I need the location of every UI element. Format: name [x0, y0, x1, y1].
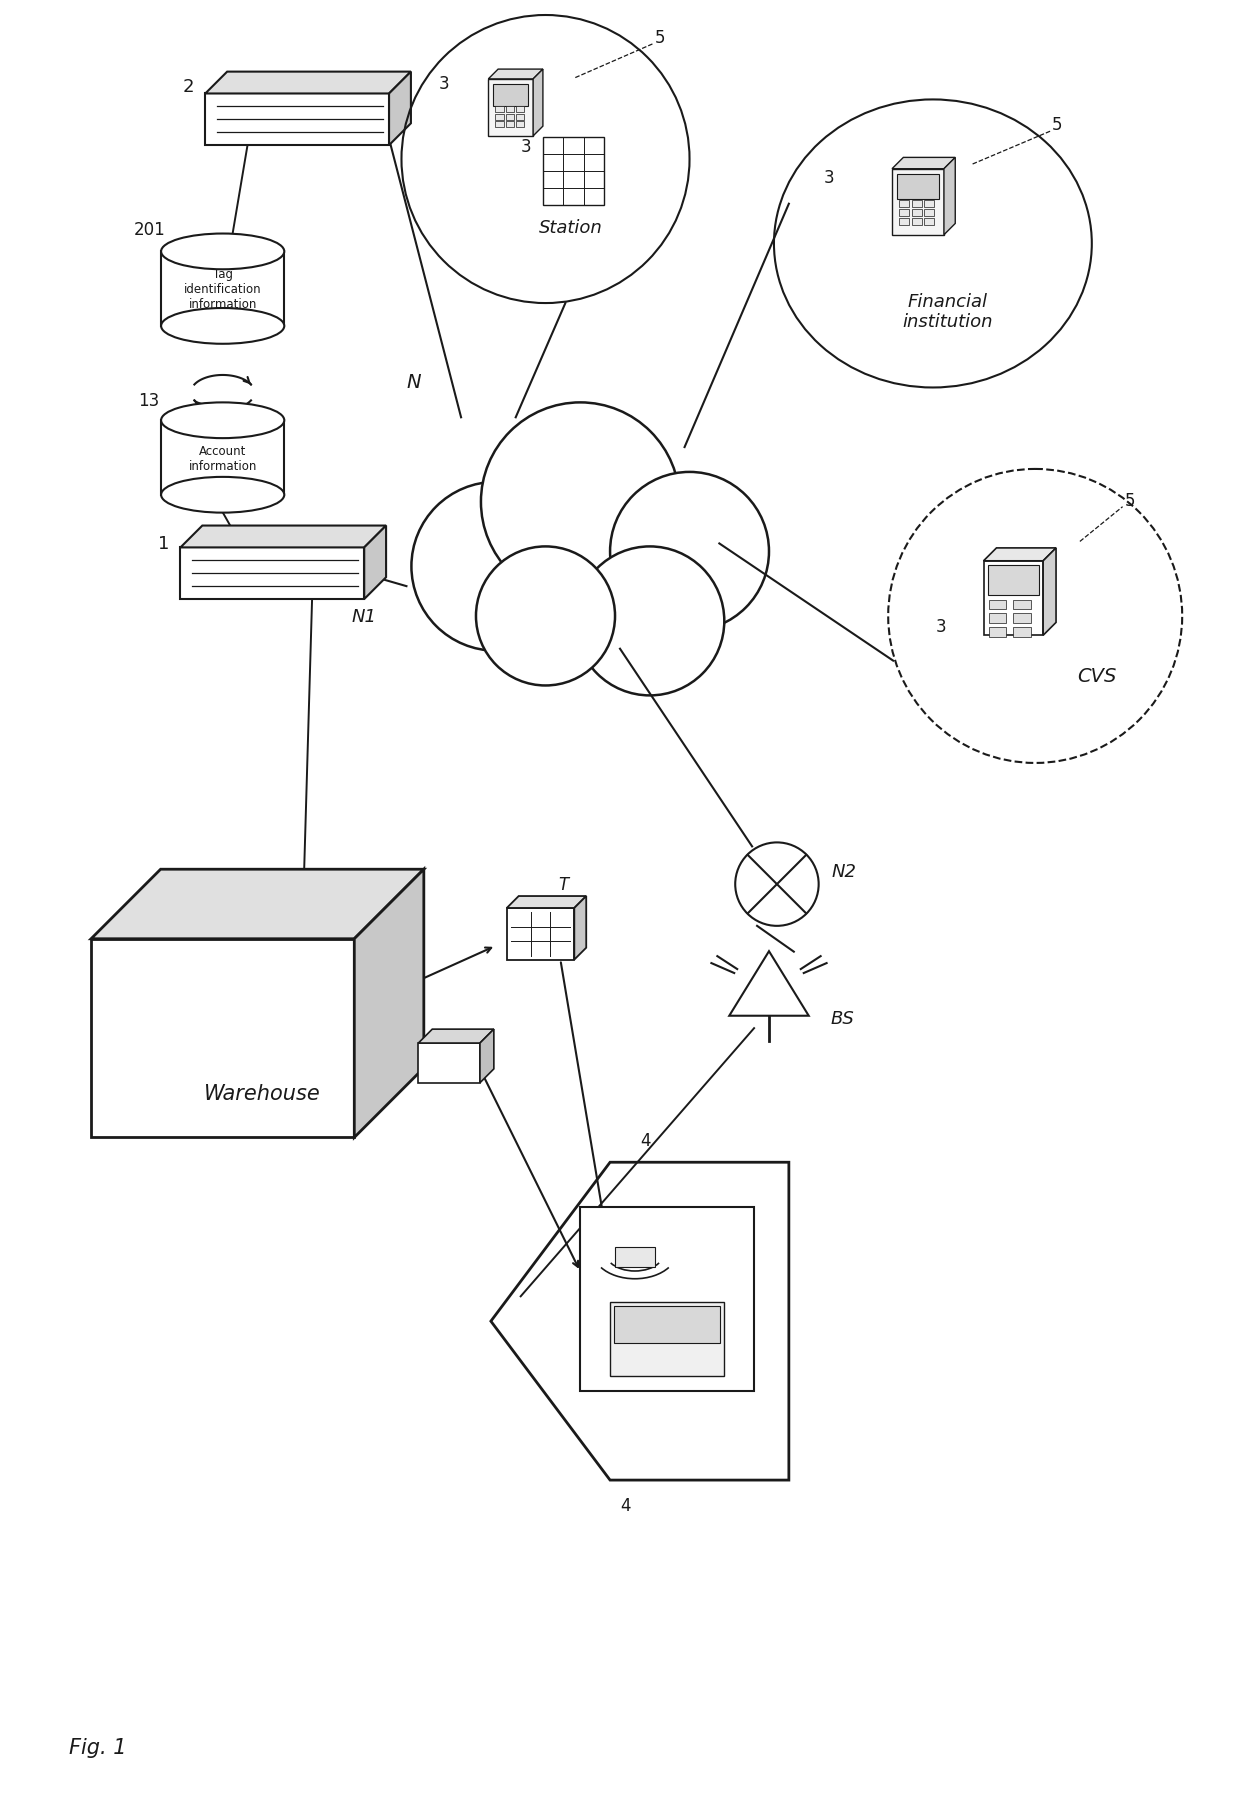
- Bar: [495, 123, 503, 128]
- Polygon shape: [489, 70, 543, 79]
- Bar: [924, 209, 935, 217]
- Polygon shape: [91, 870, 424, 939]
- Text: 1: 1: [159, 534, 170, 552]
- Text: 5: 5: [1125, 491, 1135, 509]
- Bar: [897, 175, 939, 200]
- Bar: [495, 116, 503, 121]
- Polygon shape: [365, 527, 386, 599]
- Bar: [1013, 614, 1032, 625]
- Text: 13: 13: [138, 392, 160, 410]
- Polygon shape: [480, 1029, 494, 1083]
- Polygon shape: [91, 939, 355, 1137]
- Circle shape: [735, 843, 818, 926]
- Bar: [899, 202, 909, 208]
- Text: Financial
institution: Financial institution: [903, 292, 993, 330]
- Bar: [516, 116, 525, 121]
- Bar: [911, 202, 921, 208]
- Text: 3: 3: [438, 74, 449, 92]
- Polygon shape: [944, 159, 955, 236]
- Text: 4: 4: [620, 1496, 630, 1514]
- Bar: [987, 565, 1039, 596]
- Bar: [1013, 601, 1032, 610]
- Circle shape: [412, 482, 580, 652]
- Text: Account
information: Account information: [188, 444, 257, 473]
- Polygon shape: [181, 549, 365, 599]
- Bar: [1013, 628, 1032, 637]
- Text: 3: 3: [936, 617, 946, 635]
- Text: N: N: [407, 374, 422, 392]
- Polygon shape: [574, 897, 587, 960]
- Text: 3: 3: [521, 137, 531, 155]
- Text: 4: 4: [640, 1132, 650, 1150]
- Polygon shape: [533, 70, 543, 137]
- Circle shape: [476, 547, 615, 686]
- Text: Tag
identification
information: Tag identification information: [184, 267, 262, 310]
- Polygon shape: [892, 170, 944, 236]
- Bar: [495, 106, 503, 114]
- Bar: [494, 85, 528, 106]
- Ellipse shape: [161, 235, 284, 271]
- Text: 201: 201: [133, 220, 165, 238]
- Polygon shape: [983, 561, 1043, 635]
- Polygon shape: [983, 549, 1056, 561]
- Bar: [988, 614, 1007, 625]
- Bar: [516, 123, 525, 128]
- Text: Fig. 1: Fig. 1: [68, 1736, 126, 1758]
- Polygon shape: [206, 72, 410, 94]
- Bar: [899, 209, 909, 217]
- Polygon shape: [161, 253, 284, 327]
- Bar: [911, 209, 921, 217]
- Ellipse shape: [161, 309, 284, 345]
- Text: 3: 3: [823, 170, 835, 186]
- Polygon shape: [489, 79, 533, 137]
- Bar: [899, 218, 909, 226]
- Text: CVS: CVS: [1078, 666, 1116, 686]
- Text: 5: 5: [655, 29, 666, 47]
- Bar: [988, 601, 1007, 610]
- Bar: [506, 116, 513, 121]
- Text: Station: Station: [538, 218, 603, 236]
- Polygon shape: [729, 951, 808, 1016]
- Text: 5: 5: [1052, 116, 1063, 134]
- Text: 2: 2: [184, 78, 195, 96]
- Bar: [543, 139, 604, 206]
- Polygon shape: [507, 897, 587, 908]
- Text: N2: N2: [832, 863, 857, 881]
- Circle shape: [481, 403, 680, 601]
- Bar: [988, 628, 1007, 637]
- Bar: [610, 1303, 724, 1375]
- Text: BS: BS: [831, 1009, 854, 1027]
- Bar: [580, 1208, 754, 1392]
- Polygon shape: [1043, 549, 1056, 635]
- Circle shape: [575, 547, 724, 697]
- Circle shape: [610, 473, 769, 632]
- Polygon shape: [892, 159, 955, 170]
- Polygon shape: [389, 72, 410, 146]
- Polygon shape: [181, 527, 386, 549]
- Text: N1: N1: [352, 608, 377, 626]
- Bar: [924, 202, 935, 208]
- Text: Warehouse: Warehouse: [205, 1083, 321, 1103]
- Text: T: T: [558, 875, 569, 893]
- Polygon shape: [418, 1029, 494, 1043]
- Polygon shape: [161, 421, 284, 496]
- Ellipse shape: [161, 478, 284, 513]
- Ellipse shape: [161, 403, 284, 439]
- Polygon shape: [206, 94, 389, 146]
- Bar: [911, 218, 921, 226]
- Bar: [506, 106, 513, 114]
- Polygon shape: [355, 870, 424, 1137]
- Bar: [615, 1247, 655, 1267]
- Bar: [516, 106, 525, 114]
- Bar: [614, 1307, 720, 1343]
- Polygon shape: [507, 908, 574, 960]
- Bar: [506, 123, 513, 128]
- Polygon shape: [418, 1043, 480, 1083]
- Bar: [924, 218, 935, 226]
